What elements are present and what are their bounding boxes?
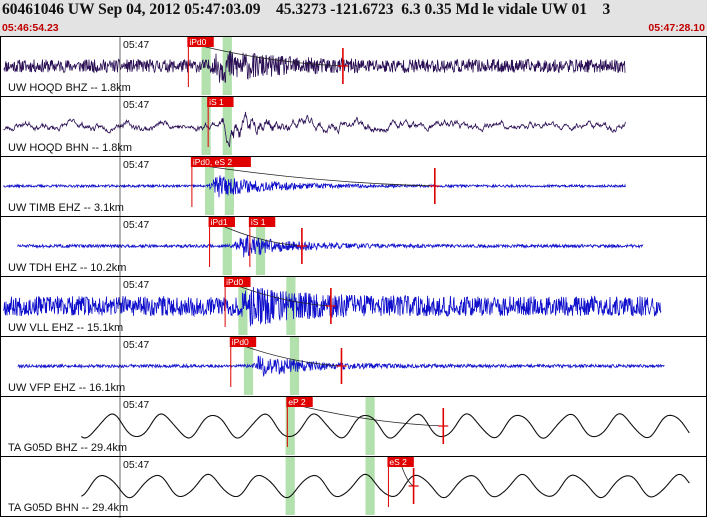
waveform-trace — [3, 287, 662, 327]
minute-tick-label: 05:47 — [123, 459, 149, 471]
station-label: UW HOQD BHN -- 1.8km — [8, 142, 132, 154]
trace-panel-vfp-ehz[interactable]: iPd0 05:47 UW VFP EHZ -- 16.1km — [0, 336, 707, 397]
minute-tick-label: 05:47 — [123, 39, 149, 51]
station-label: TA G05D BHZ -- 29.4km — [8, 442, 127, 454]
waveform-trace — [3, 175, 626, 198]
phase-pick-label: iPd0 — [226, 277, 243, 287]
phase-pick-box[interactable] — [190, 157, 251, 167]
pick-window — [201, 37, 211, 95]
event-title: 60461046 UW Sep 04, 2012 05:47:03.09 45.… — [2, 1, 611, 18]
trace-panel-g05d-bhz[interactable]: eP 2 05:47 TA G05D BHZ -- 29.4km — [0, 396, 707, 457]
coda-duration-line — [401, 465, 414, 487]
station-label: UW VFP EHZ -- 16.1km — [8, 382, 125, 394]
station-label: UW VLL EHZ -- 15.1km — [8, 322, 123, 334]
trace-panel-g05d-bhn[interactable]: eS 2 05:47 TA G05D BHN -- 29.4km — [0, 456, 707, 517]
station-label: UW HOQD BHZ -- 1.8km — [8, 82, 131, 94]
pick-window — [224, 157, 234, 215]
phase-pick-label: iPd1 — [211, 217, 228, 227]
window-start-time: 05:46:54.23 — [2, 22, 59, 34]
phase-pick-label: iS 1 — [209, 97, 224, 107]
phase-pick-label: iPd0 — [189, 37, 206, 47]
coda-duration-line — [204, 165, 435, 187]
phase-pick-box[interactable] — [248, 217, 276, 227]
minute-tick-label: 05:47 — [123, 339, 149, 351]
pick-window — [365, 397, 375, 455]
station-label: UW TIMB EHZ -- 3.1km — [8, 202, 124, 214]
pick-window — [289, 337, 300, 395]
waveform-trace — [81, 473, 690, 499]
trace-panel-timb-ehz[interactable]: iPd0, eS 2 05:47 UW TIMB EHZ -- 3.1km — [0, 156, 707, 217]
trace-panel-tdh-ehz[interactable]: iPd1 iS 1 05:47 UW TDH EHZ -- 10.2km — [0, 216, 707, 277]
pick-window — [365, 457, 375, 515]
pick-window — [285, 457, 295, 515]
minute-tick-label: 05:47 — [123, 399, 149, 411]
coda-duration-line — [238, 285, 331, 307]
pick-window — [238, 277, 248, 335]
waveform-trace — [17, 234, 644, 258]
coda-duration-line — [243, 345, 342, 367]
coda-duration-line — [300, 405, 444, 427]
phase-pick-label: iPd0, eS 2 — [193, 157, 232, 167]
coda-duration-line — [201, 45, 343, 67]
pick-window — [222, 97, 232, 155]
coda-duration-line — [222, 225, 302, 247]
event-header: 60461046 UW Sep 04, 2012 05:47:03.09 45.… — [0, 0, 707, 36]
waveform-trace — [80, 413, 690, 439]
waveform-trace — [3, 50, 626, 84]
phase-pick-label: iS 1 — [251, 217, 266, 227]
phase-pick-box[interactable] — [208, 217, 235, 227]
minute-tick-label: 05:47 — [123, 159, 149, 171]
phase-pick-box[interactable] — [229, 337, 257, 347]
station-label: UW TDH EHZ -- 10.2km — [8, 262, 126, 274]
phase-pick-box[interactable] — [224, 277, 251, 287]
pick-window — [255, 217, 266, 275]
minute-tick-label: 05:47 — [123, 279, 149, 291]
window-end-time: 05:47:28.10 — [648, 22, 705, 34]
trace-panel-hoqd-bhz[interactable]: iPd0 05:47 UW HOQD BHZ -- 1.8km — [0, 36, 707, 97]
phase-pick-box[interactable] — [187, 37, 214, 47]
minute-tick-label: 05:47 — [123, 219, 149, 231]
waveform-trace — [3, 111, 626, 148]
phase-pick-box[interactable] — [286, 397, 313, 407]
trace-panel-hoqd-bhn[interactable]: iS 1 05:47 UW HOQD BHN -- 1.8km — [0, 96, 707, 157]
phase-pick-label: eP 2 — [288, 397, 306, 407]
phase-pick-label: iPd0 — [232, 337, 249, 347]
phase-pick-box[interactable] — [207, 97, 234, 107]
station-label: TA G05D BHN -- 29.4km — [8, 502, 128, 514]
phase-pick-label: eS 2 — [389, 457, 407, 467]
trace-panel-vll-ehz[interactable]: iPd0 05:47 UW VLL EHZ -- 15.1km — [0, 276, 707, 337]
minute-tick-label: 05:47 — [123, 99, 149, 111]
phase-pick-box[interactable] — [387, 457, 414, 467]
pick-window — [285, 397, 295, 455]
